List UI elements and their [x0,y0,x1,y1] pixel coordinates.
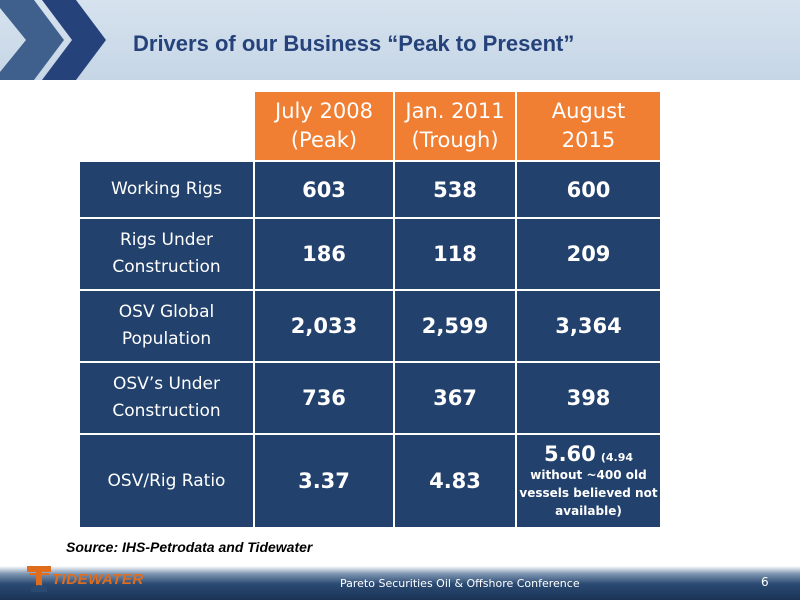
table-corner [80,92,253,160]
row-label-rigs-under-construction: Rigs Under Construction [80,219,253,289]
column-header-line1: Jan. 2011 [405,99,505,123]
column-header-july-2008: July 2008 (Peak) [255,92,393,160]
table-row: Working Rigs 603 538 600 [80,162,660,217]
row-label-text: OSV’s Under [113,374,220,394]
row-label-text: Working Rigs [111,179,222,199]
column-header-line1: July 2008 [275,99,373,123]
row-label-text: Construction [112,257,221,277]
column-header-jan-2011: Jan. 2011 (Trough) [395,92,515,160]
footer-band [0,560,800,600]
row-label-text: Population [121,329,212,349]
row-label-working-rigs: Working Rigs [80,162,253,217]
column-header-line2: (Peak) [290,128,358,152]
tidewater-wordmark: TIDEWATER [52,571,144,588]
table-cell: 2,033 [255,291,393,361]
table-cell: 736 [255,363,393,433]
header-band: Drivers of our Business “Peak to Present… [0,0,800,80]
table-cell: 398 [517,363,660,433]
row-label-osv-global-population: OSV Global Population [80,291,253,361]
row-label-text: Construction [112,401,221,421]
table-cell: 3,364 [517,291,660,361]
page-number: 6 [761,575,769,589]
row-label-osvs-under-construction: OSV’s Under Construction [80,363,253,433]
column-header-august-2015: August 2015 [517,92,660,160]
table-row: OSV/Rig Ratio 3.37 4.83 5.60 (4.94 witho… [80,435,660,527]
ratio-note-line: available) [555,504,622,518]
column-header-line2: (Trough) [411,128,499,152]
table-cell: 118 [395,219,515,289]
table-cell: 367 [395,363,515,433]
column-header-line2: 2015 [561,128,616,152]
table-header-row: July 2008 (Peak) Jan. 2011 (Trough) Augu… [80,92,660,160]
row-label-text: OSV/Rig Ratio [107,470,226,491]
ratio-note-inline: (4.94 [600,451,634,464]
table-cell: 600 [517,162,660,217]
row-label-text: OSV Global [118,302,215,322]
row-label-text: Rigs Under [119,230,214,250]
ratio-note-line: without ~400 old [530,468,647,482]
ratio-note-line: vessels believed not [519,486,658,500]
column-header-line1: August [551,99,626,123]
table-row: OSV Global Population 2,033 2,599 3,364 [80,291,660,361]
tidewater-logo-icon [27,566,51,592]
table-cell: 603 [255,162,393,217]
source-note: Source: IHS-Petrodata and Tidewater [66,539,313,555]
row-label-osv-rig-ratio: OSV/Rig Ratio [80,435,253,527]
ratio-note: without ~400 old vessels believed not av… [517,466,660,520]
ratio-value: 5.60 [543,442,596,466]
table-cell: 4.83 [395,435,515,527]
table-cell: 2,599 [395,291,515,361]
table-cell: 3.37 [255,435,393,527]
chevron-right-icon [0,0,106,80]
table-cell: 186 [255,219,393,289]
table-row: OSV’s Under Construction 736 367 398 [80,363,660,433]
table-cell: 209 [517,219,660,289]
slide-title: Drivers of our Business “Peak to Present… [133,31,575,56]
drivers-table: July 2008 (Peak) Jan. 2011 (Trough) Augu… [78,90,662,529]
table-row: Rigs Under Construction 186 118 209 [80,219,660,289]
table-cell: 538 [395,162,515,217]
table-cell-with-note: 5.60 (4.94 without ~400 old vessels beli… [517,435,660,527]
conference-name: Pareto Securities Oil & Offshore Confere… [340,577,580,590]
